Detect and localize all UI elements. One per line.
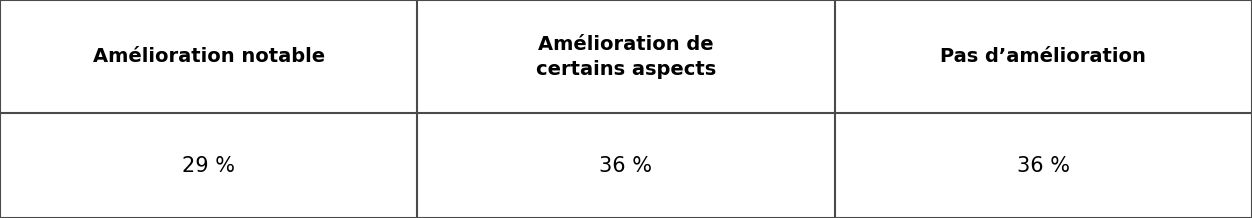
Text: 36 %: 36 %	[1017, 156, 1069, 176]
Text: 29 %: 29 %	[182, 156, 235, 176]
Text: Pas d’amélioration: Pas d’amélioration	[940, 47, 1147, 66]
Text: Amélioration de
certains aspects: Amélioration de certains aspects	[536, 35, 716, 79]
Text: 36 %: 36 %	[600, 156, 652, 176]
Text: Amélioration notable: Amélioration notable	[93, 47, 324, 66]
